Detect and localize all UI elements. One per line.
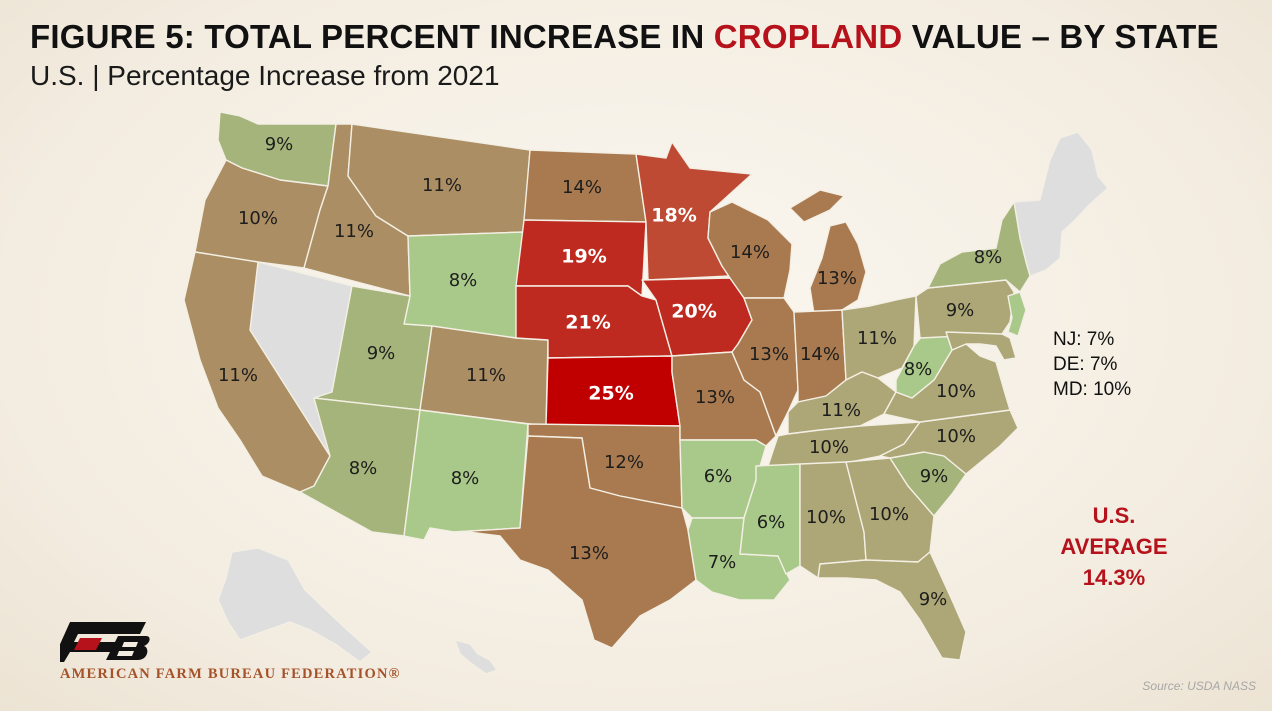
state-value-il: 13% <box>749 344 789 365</box>
us-average-line1: U.S. <box>1092 503 1136 528</box>
state-value-wv: 8% <box>904 359 933 380</box>
state-value-va: 10% <box>936 381 976 402</box>
state-value-ms: 6% <box>757 512 786 533</box>
state-value-az: 8% <box>349 458 378 479</box>
title-prefix: FIGURE 5: TOTAL PERCENT INCREASE IN <box>30 18 714 55</box>
state-value-ny: 8% <box>974 247 1003 268</box>
figure-title: FIGURE 5: TOTAL PERCENT INCREASE IN CROP… <box>30 18 1219 56</box>
source-note: Source: USDA NASS <box>1142 679 1256 693</box>
state-value-ar: 6% <box>704 466 733 487</box>
state-value-nd: 14% <box>562 177 602 198</box>
state-value-sd: 19% <box>561 246 606 268</box>
farm-bureau-logo-icon <box>60 622 150 662</box>
state-FL <box>817 551 967 661</box>
state-AK <box>217 547 373 663</box>
state-value-wi: 14% <box>730 242 770 263</box>
state-labels: 9% 10% 11% 11% 11% 8% 9% 11% 8% 8% 14% 19% 21% 25% 12%… <box>218 134 1002 610</box>
state-MI <box>789 189 867 315</box>
state-value-ut: 9% <box>367 343 396 364</box>
state-value-mi: 13% <box>817 268 857 289</box>
state-value-ks: 25% <box>588 383 633 405</box>
state-value-ia: 20% <box>671 301 716 323</box>
state-value-mt: 11% <box>422 175 462 196</box>
state-value-id: 11% <box>334 221 374 242</box>
state-value-sc: 9% <box>920 466 949 487</box>
org-name: AMERICAN FARM BUREAU FEDERATION® <box>60 666 401 682</box>
small-state-de: DE: 7% <box>1053 354 1118 375</box>
us-average-value: 14.3% <box>1082 565 1146 590</box>
state-value-co: 11% <box>466 365 506 386</box>
state-HI <box>454 639 498 675</box>
state-value-ne: 21% <box>565 312 610 334</box>
title-suffix: VALUE – BY STATE <box>902 18 1219 55</box>
state-value-mo: 13% <box>695 387 735 408</box>
state-value-al: 10% <box>806 507 846 528</box>
us-average: U.S. AVERAGE 14.3% <box>1058 500 1170 593</box>
us-average-line2: AVERAGE <box>1060 534 1168 559</box>
state-NM <box>403 409 529 541</box>
small-state-nj: NJ: 7% <box>1053 329 1115 350</box>
figure-subtitle: U.S. | Percentage Increase from 2021 <box>30 60 500 91</box>
state-NJ <box>1007 291 1027 337</box>
state-value-fl: 9% <box>919 589 948 610</box>
state-value-wa: 9% <box>265 134 294 155</box>
title-highlight: CROPLAND <box>713 18 903 55</box>
state-value-mn: 18% <box>651 205 696 227</box>
state-value-or: 10% <box>238 208 278 229</box>
state-value-ga: 10% <box>869 504 909 525</box>
state-value-ky: 11% <box>821 400 861 421</box>
state-value-wy: 8% <box>449 270 478 291</box>
state-value-ok: 12% <box>604 452 644 473</box>
small-state-md: MD: 10% <box>1053 379 1132 400</box>
state-NY <box>927 201 1031 293</box>
state-TX <box>453 435 697 649</box>
state-NE-region <box>1013 131 1109 277</box>
state-value-nm: 8% <box>451 468 480 489</box>
state-value-nc: 10% <box>936 426 976 447</box>
state-CA <box>183 251 331 493</box>
small-states-list: NJ: 7% DE: 7% MD: 10% <box>1053 327 1131 402</box>
state-value-ca: 11% <box>218 365 258 386</box>
state-IL <box>731 297 799 437</box>
state-MD-DE <box>945 331 1017 361</box>
state-value-tx: 13% <box>569 543 609 564</box>
state-value-la: 7% <box>708 552 737 573</box>
state-value-oh: 11% <box>857 328 897 349</box>
state-value-pa: 9% <box>946 300 975 321</box>
state-value-in: 14% <box>800 344 840 365</box>
state-value-tn: 10% <box>809 437 849 458</box>
